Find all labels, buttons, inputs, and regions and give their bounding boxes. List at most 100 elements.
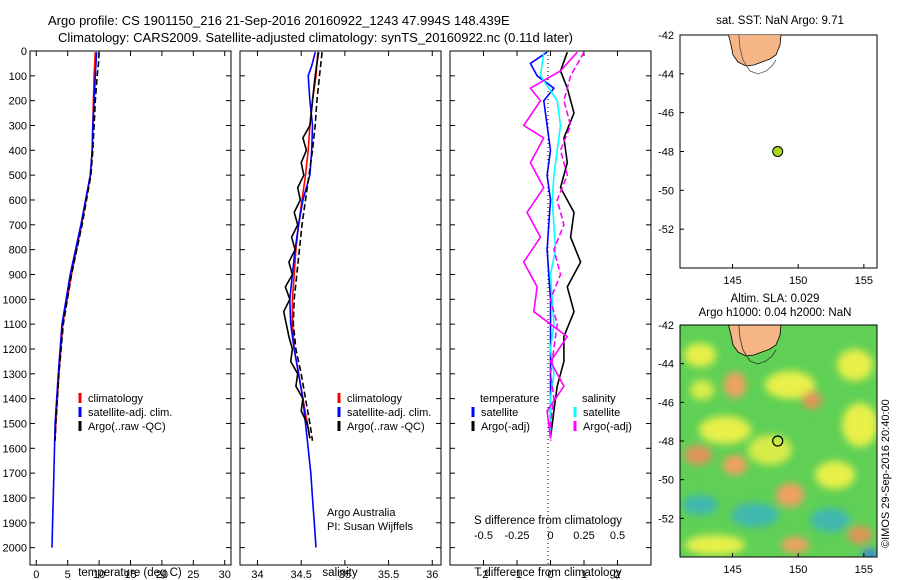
salinity-series (282, 52, 323, 548)
salinity-xtick-label: 35.5 (378, 569, 399, 580)
depth-tick-label: 1100 (3, 319, 27, 331)
legend-label: Argo(..raw -QC) (347, 421, 425, 433)
differences-xtick-label: 0 (547, 569, 553, 580)
salinity-note-argo-australia: Argo Australia (327, 507, 396, 519)
difference-xlabel-temperature: T difference from climatology (474, 567, 621, 579)
series-line-temperature (54, 52, 100, 441)
differences-xtick-label: 1 (581, 569, 587, 580)
depth-tick-label: 1600 (3, 443, 27, 455)
depth-tick-label: 1800 (3, 493, 27, 505)
sla-field (682, 325, 877, 557)
legend-label: satellite-adj. clim. (88, 407, 172, 419)
header-line-1: Argo profile: CS 1901150_216 21-Sep-2016… (48, 13, 510, 28)
depth-tick-label: 1900 (3, 518, 27, 530)
series-line-temperature (51, 52, 98, 548)
series-line-salinity (282, 52, 320, 439)
map-ytick-label: -52 (658, 224, 674, 236)
legend-title-salinity: salinity (582, 393, 616, 405)
tasmania-landmass (728, 35, 782, 67)
depth-tick-label: 900 (9, 269, 27, 281)
salinity-xtick-label: 35 (339, 569, 351, 580)
temperature-axes-frame (29, 50, 232, 566)
series-line-differences (539, 52, 562, 439)
map-xtick-label: 145 (723, 275, 741, 287)
salinity-xtick-label: 34.5 (290, 569, 311, 580)
map-ytick-label: -50 (658, 475, 674, 487)
depth-tick-label: 100 (9, 71, 27, 83)
legend-title-temperature: temperature (480, 393, 539, 405)
series-line-differences (549, 51, 582, 439)
salinity-ticks: 34 34.5 35 35.5 36 (240, 50, 441, 580)
temperature-xtick-label: 30 (219, 569, 231, 580)
map-ytick-label: -46 (658, 108, 674, 120)
temperature-xtick-label: 20 (156, 569, 168, 580)
map-ytick-label: -52 (658, 513, 674, 525)
series-line-differences (522, 51, 578, 439)
temperature-xtick-label: 10 (93, 569, 105, 580)
series-line-salinity (292, 52, 323, 441)
depth-tick-label: 600 (9, 195, 27, 207)
sst-map-land (728, 35, 782, 75)
sst-map: sat. SST: NaN Argo: 9.71 145 150 155 -42 -44… (658, 15, 878, 287)
map-xtick-label: 145 (723, 564, 741, 576)
salinity-xlabel: salinity (322, 567, 357, 579)
difference-xlabel-salinity: S difference from climatology (474, 515, 622, 527)
map-ytick-label: -42 (658, 320, 674, 332)
map-ytick-label: -50 (658, 185, 674, 197)
map-ytick-label: -48 (658, 147, 674, 159)
depth-tick-label: 500 (9, 170, 27, 182)
depth-tick-label: 800 (9, 245, 27, 257)
legend-label: satellite (583, 407, 620, 419)
differences-xtick2-label: 0.25 (573, 530, 594, 542)
differences-xtick2-label: -0.5 (474, 530, 493, 542)
depth-tick-label: 2000 (3, 543, 27, 555)
differences-xtick2-label: 0 (547, 530, 553, 542)
differences-xtick-label: -1 (512, 569, 522, 580)
series-line-differences (529, 51, 555, 439)
salinity-note-pi: PI: Susan Wijffels (327, 521, 413, 533)
salinity-axes-frame (239, 50, 442, 566)
depth-tick-label: 1200 (3, 344, 27, 356)
depth-tick-label: 700 (9, 220, 27, 232)
legend-label: Argo(-adj) (481, 421, 530, 433)
temperature-xtick-label: 25 (187, 569, 199, 580)
imos-side-label: ©IMOS 29-Sep-2016 20:40:00 (880, 399, 892, 548)
differences-xtick-label: -2 (479, 569, 489, 580)
differences-xtick2-label: 0.5 (610, 530, 625, 542)
difference-panel: -2 -1 0 1 2 -0.5 -0.25 0 0.25 0.5 temperature sali… (449, 50, 652, 580)
depth-tick-label: 1000 (3, 294, 27, 306)
map-xtick-label: 150 (789, 275, 807, 287)
salinity-panel: 34 34.5 35 35.5 36 climatology satellite-adj.… (239, 50, 442, 580)
map-ytick-label: -42 (658, 30, 674, 42)
legend-label: Argo(..raw -QC) (88, 421, 166, 433)
temperature-ticks: 0 5 10 15 20 25 300100200300400500600700800900… (3, 46, 231, 580)
sst-map-title: sat. SST: NaN Argo: 9.71 (716, 15, 844, 27)
depth-tick-label: 1700 (3, 468, 27, 480)
legend-label: climatology (88, 393, 144, 405)
sst-map-contour (738, 35, 777, 75)
map-ytick-label: -44 (658, 69, 674, 81)
depth-tick-label: 1300 (3, 369, 27, 381)
differences-xtick2-label: -0.25 (504, 530, 529, 542)
legend-label: satellite (481, 407, 518, 419)
salinity-xtick-label: 36 (426, 569, 438, 580)
temperature-panel: 0 5 10 15 20 25 300100200300400500600700800900… (3, 46, 232, 580)
series-line-differences (549, 51, 585, 441)
sla-map-subtitle: Argo h1000: 0.04 h2000: NaN (699, 307, 852, 319)
temperature-xlabel: temperature (deg C) (78, 567, 182, 579)
depth-tick-label: 0 (21, 46, 27, 58)
salinity-xtick-label: 34 (251, 569, 263, 580)
depth-tick-label: 200 (9, 96, 27, 108)
difference-ticks: -2 -1 0 1 2 -0.5 -0.25 0 0.25 0.5 (450, 50, 651, 580)
depth-tick-label: 400 (9, 145, 27, 157)
temperature-xtick-label: 0 (33, 569, 39, 580)
sst-map-ticks: 145 150 155 -42 -44 -46 -48 -50 -52 (658, 30, 873, 287)
sla-tasmania-landmass (728, 325, 782, 357)
depth-tick-label: 1500 (3, 418, 27, 430)
header-line-2: Climatology: CARS2009. Satellite-adjuste… (58, 30, 573, 45)
differences-xtick-label: 2 (614, 569, 620, 580)
legend-label: Argo(-adj) (583, 421, 632, 433)
map-xtick-label: 155 (855, 275, 873, 287)
float-position-ring (772, 435, 784, 447)
